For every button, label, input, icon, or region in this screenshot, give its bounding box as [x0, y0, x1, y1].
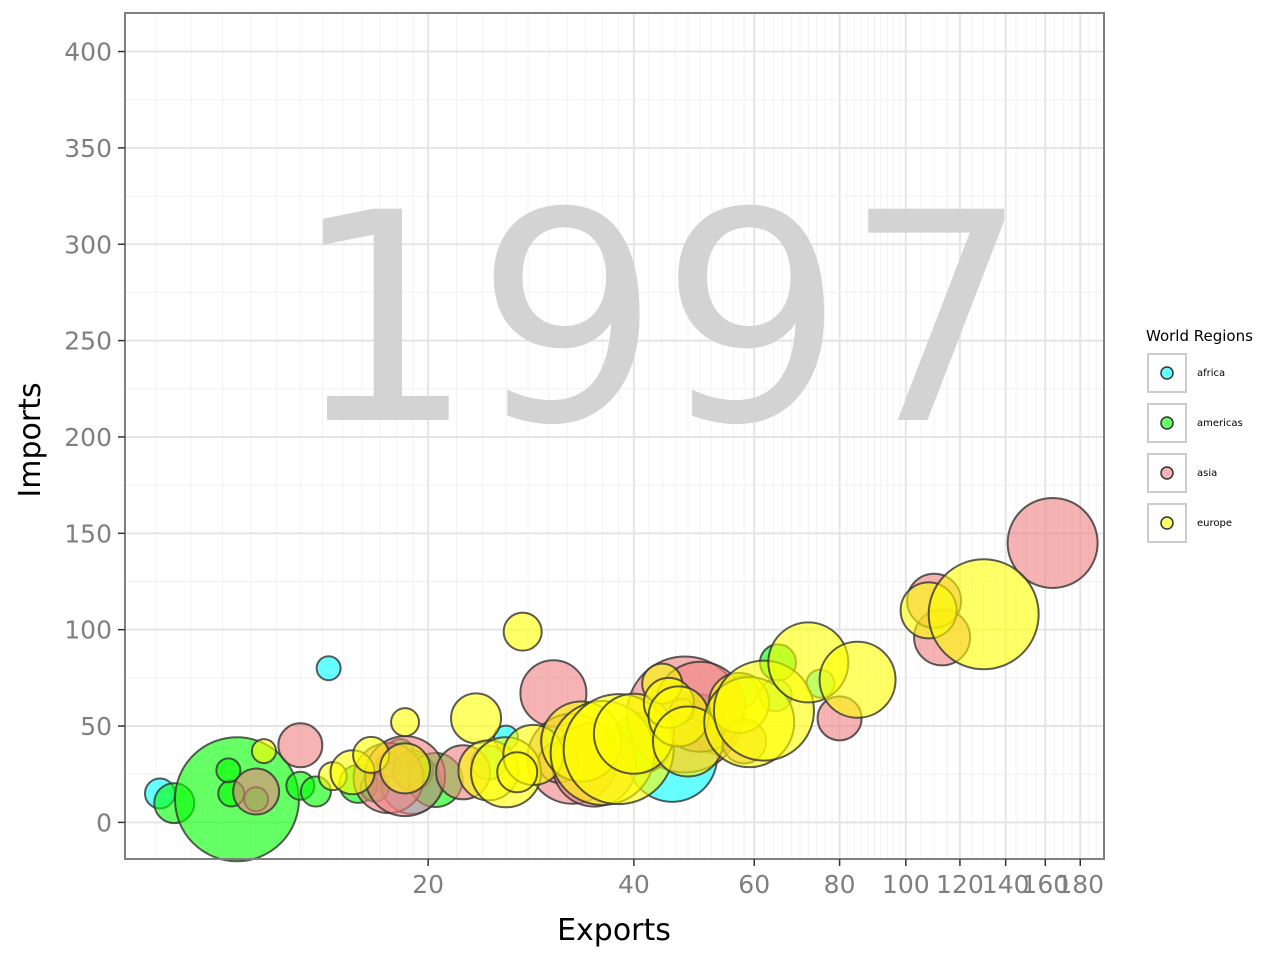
legend-label-americas: americas — [1197, 418, 1243, 429]
x-axis-title: Exports — [557, 913, 671, 948]
x-tick-label: 160 — [1021, 870, 1069, 899]
y-tick-label: 100 — [64, 616, 112, 645]
plot-panel: 1997 — [124, 12, 1105, 863]
legend: World Regions africa americas asia europe — [1146, 327, 1253, 543]
legend-items: africa americas asia europe — [1147, 353, 1243, 543]
data-point-europe — [250, 738, 277, 765]
data-point-africa — [315, 655, 342, 682]
y-axis-title: Imports — [13, 382, 48, 497]
y-tick-label: 400 — [64, 38, 112, 67]
x-tick-label: 20 — [412, 870, 444, 899]
y-tick-label: 200 — [64, 423, 112, 452]
y-tick-label: 150 — [64, 519, 112, 548]
legend-marker-americas — [1160, 416, 1174, 430]
year-watermark: 1997 — [291, 152, 1029, 489]
y-tick-label: 300 — [64, 230, 112, 259]
data-point-europe — [496, 751, 539, 794]
data-point-europe — [379, 742, 432, 795]
panel-border — [124, 12, 1105, 860]
data-point-europe — [818, 640, 897, 719]
x-tick-label: 80 — [824, 870, 856, 899]
x-tick-label: 180 — [1056, 870, 1104, 899]
data-point-asia — [232, 767, 281, 816]
y-tick-label: 350 — [64, 134, 112, 163]
data-point-americas — [215, 757, 242, 784]
legend-marker-africa — [1160, 366, 1174, 380]
x-tick-label: 40 — [618, 870, 650, 899]
legend-title: World Regions — [1146, 327, 1253, 345]
legend-marker-asia — [1160, 466, 1174, 480]
y-tick-label: 0 — [96, 808, 112, 837]
data-points — [143, 496, 1099, 863]
legend-label-africa: africa — [1197, 368, 1225, 379]
data-point-europe — [927, 558, 1040, 671]
legend-label-europe: europe — [1197, 518, 1232, 529]
legend-marker-europe — [1160, 516, 1174, 530]
y-tick-label: 250 — [64, 327, 112, 356]
x-tick-label: 140 — [982, 870, 1030, 899]
y-axis-ticks: 0 50 100 150 200 250 300 350 400 — [64, 38, 125, 837]
x-tick-label: 120 — [936, 870, 984, 899]
y-tick-label: 50 — [80, 712, 112, 741]
data-point-asia — [277, 722, 324, 769]
x-tick-label: 100 — [882, 870, 930, 899]
legend-label-asia: asia — [1197, 468, 1217, 479]
data-point-europe — [502, 611, 543, 652]
data-point-asia — [1006, 496, 1099, 589]
data-point-europe — [390, 707, 421, 738]
x-tick-label: 60 — [738, 870, 770, 899]
data-point-europe — [450, 692, 503, 745]
